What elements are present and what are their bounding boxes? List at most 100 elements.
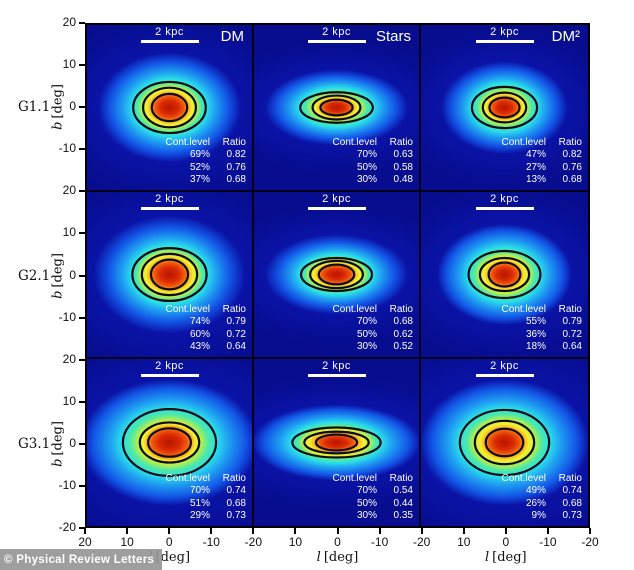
legend-header-ratio: Ratio xyxy=(389,136,413,148)
contour-level: 9% xyxy=(531,510,546,522)
contour-legend: Cont.level Ratio 70% 0.68 50% 0.62 30% 0.52 xyxy=(315,304,413,354)
scalebar-label: 2 kpc xyxy=(322,193,351,205)
x-tick-mark xyxy=(504,528,507,534)
x-tick-label: 10 xyxy=(457,535,471,549)
contour-ratio: 0.63 xyxy=(393,149,413,161)
scalebar xyxy=(475,40,534,43)
contour-legend: Cont.level Ratio 70% 0.54 50% 0.44 30% 0.35 xyxy=(315,473,413,523)
x-tick-label: -10 xyxy=(539,535,557,549)
contour-ratio: 0.35 xyxy=(393,510,413,522)
legend-header-level: Cont.level xyxy=(332,136,377,148)
x-tick-mark xyxy=(168,528,171,534)
x-tick-mark xyxy=(252,528,255,534)
contour-level: 50% xyxy=(356,161,377,173)
scalebar xyxy=(140,374,199,377)
scalebar-label: 2 kpc xyxy=(155,26,184,38)
contour-level: 70% xyxy=(189,485,210,497)
plot-grid: 2 kpc DM Cont.level Ratio 69% 0.82 52% 0.76… xyxy=(85,23,590,528)
row-label: G1.1 xyxy=(18,99,51,116)
legend-header-ratio: Ratio xyxy=(389,472,413,484)
legend-header-level: Cont.level xyxy=(332,472,377,484)
y-tick-mark xyxy=(79,484,85,487)
y-tick-mark xyxy=(79,400,85,403)
contour-ratio: 0.52 xyxy=(393,341,413,353)
x-axis-label: l[deg] xyxy=(316,550,359,565)
scalebar-label: 2 kpc xyxy=(490,26,519,38)
contour-ratio: 0.76 xyxy=(226,161,246,173)
x-tick-mark xyxy=(294,528,297,534)
contour-ratio: 0.82 xyxy=(562,149,582,161)
contour-level: 30% xyxy=(356,174,377,186)
x-tick-mark xyxy=(420,528,423,534)
x-tick-label: -10 xyxy=(370,535,389,549)
contour-ratio: 0.76 xyxy=(562,161,582,173)
legend-header-level: Cont.level xyxy=(501,136,546,148)
legend-header-level: Cont.level xyxy=(501,303,546,315)
legend-header-ratio: Ratio xyxy=(222,136,246,148)
contour-ratio: 0.68 xyxy=(226,174,246,186)
contour-level: 27% xyxy=(525,161,546,173)
panel-g2.1-dm: 2 kpc Cont.level Ratio 74% 0.79 60% 0.72 43… xyxy=(87,192,254,359)
contour-level: 43% xyxy=(189,341,210,353)
panel-g1.1-stars: 2 kpc Stars Cont.level Ratio 70% 0.63 50% 0… xyxy=(254,25,421,192)
contour-level: 13% xyxy=(525,174,546,186)
legend-header-ratio: Ratio xyxy=(222,303,246,315)
y-tick-mark xyxy=(79,316,85,319)
x-tick-label: 10 xyxy=(288,535,303,549)
contour-ratio: 0.62 xyxy=(393,328,413,340)
contour-legend: Cont.level Ratio 49% 0.74 26% 0.68 9% 0.73 xyxy=(484,473,582,523)
y-tick-label: -10 xyxy=(58,141,76,156)
legend-header-level: Cont.level xyxy=(165,303,210,315)
contour-level: 55% xyxy=(525,316,546,328)
contour-level: 51% xyxy=(189,497,210,509)
y-tick-label: 0 xyxy=(69,435,76,450)
contour-level: 74% xyxy=(189,316,210,328)
x-axis-label: l[deg] xyxy=(484,550,527,565)
contour-level: 49% xyxy=(525,485,546,497)
y-tick-label: -10 xyxy=(58,477,76,492)
contour-level: 70% xyxy=(356,485,377,497)
scalebar xyxy=(475,207,534,210)
x-tick-mark xyxy=(589,528,591,534)
y-tick-label: 10 xyxy=(62,57,76,72)
contour-level: 36% xyxy=(525,328,546,340)
x-tick-mark xyxy=(462,528,465,534)
y-tick-mark xyxy=(79,442,85,445)
contour-ellipses xyxy=(421,192,588,357)
x-tick-label: -10 xyxy=(202,535,220,549)
scalebar-label: 2 kpc xyxy=(155,360,184,372)
x-tick-label: -20 xyxy=(244,535,262,549)
contour-ratio: 0.44 xyxy=(393,497,413,509)
contour-ellipses xyxy=(421,359,588,526)
contour-level: 60% xyxy=(189,328,210,340)
row-label: G2.1 xyxy=(18,267,51,284)
contour-level: 70% xyxy=(356,149,377,161)
legend-header-ratio: Ratio xyxy=(558,136,582,148)
y-tick-mark xyxy=(79,527,85,529)
contour-legend: Cont.level Ratio 70% 0.63 50% 0.58 30% 0.48 xyxy=(315,137,413,187)
contour-ellipses xyxy=(254,25,419,190)
panel-g1.1-dm: 2 kpc DM Cont.level Ratio 69% 0.82 52% 0.76… xyxy=(87,25,254,192)
contour-level: 30% xyxy=(356,510,377,522)
column-title-dm2: DM² xyxy=(551,28,580,45)
y-tick-label: 10 xyxy=(62,225,76,240)
legend-header-ratio: Ratio xyxy=(558,472,582,484)
scalebar-label: 2 kpc xyxy=(155,193,184,205)
contour-ellipses xyxy=(87,359,252,526)
y-tick-label: -20 xyxy=(58,520,76,534)
contour-ratio: 0.58 xyxy=(393,161,413,173)
contour-ratio: 0.82 xyxy=(226,149,246,161)
y-tick-mark xyxy=(79,106,85,109)
contour-ratio: 0.48 xyxy=(393,174,413,186)
panel-g1.1-dm2: 2 kpc DM² Cont.level Ratio 47% 0.82 27% 0.7… xyxy=(421,25,588,192)
y-tick-mark xyxy=(79,22,85,24)
contour-ratio: 0.54 xyxy=(393,485,413,497)
panel-g2.1-stars: 2 kpc Cont.level Ratio 70% 0.68 50% 0.62 30… xyxy=(254,192,421,359)
legend-header-ratio: Ratio xyxy=(558,303,582,315)
legend-header-ratio: Ratio xyxy=(222,472,246,484)
contour-level: 52% xyxy=(189,161,210,173)
contour-legend: Cont.level Ratio 70% 0.74 51% 0.68 29% 0.73 xyxy=(148,473,246,523)
contour-ratio: 0.64 xyxy=(226,341,246,353)
y-tick-mark xyxy=(79,64,85,67)
